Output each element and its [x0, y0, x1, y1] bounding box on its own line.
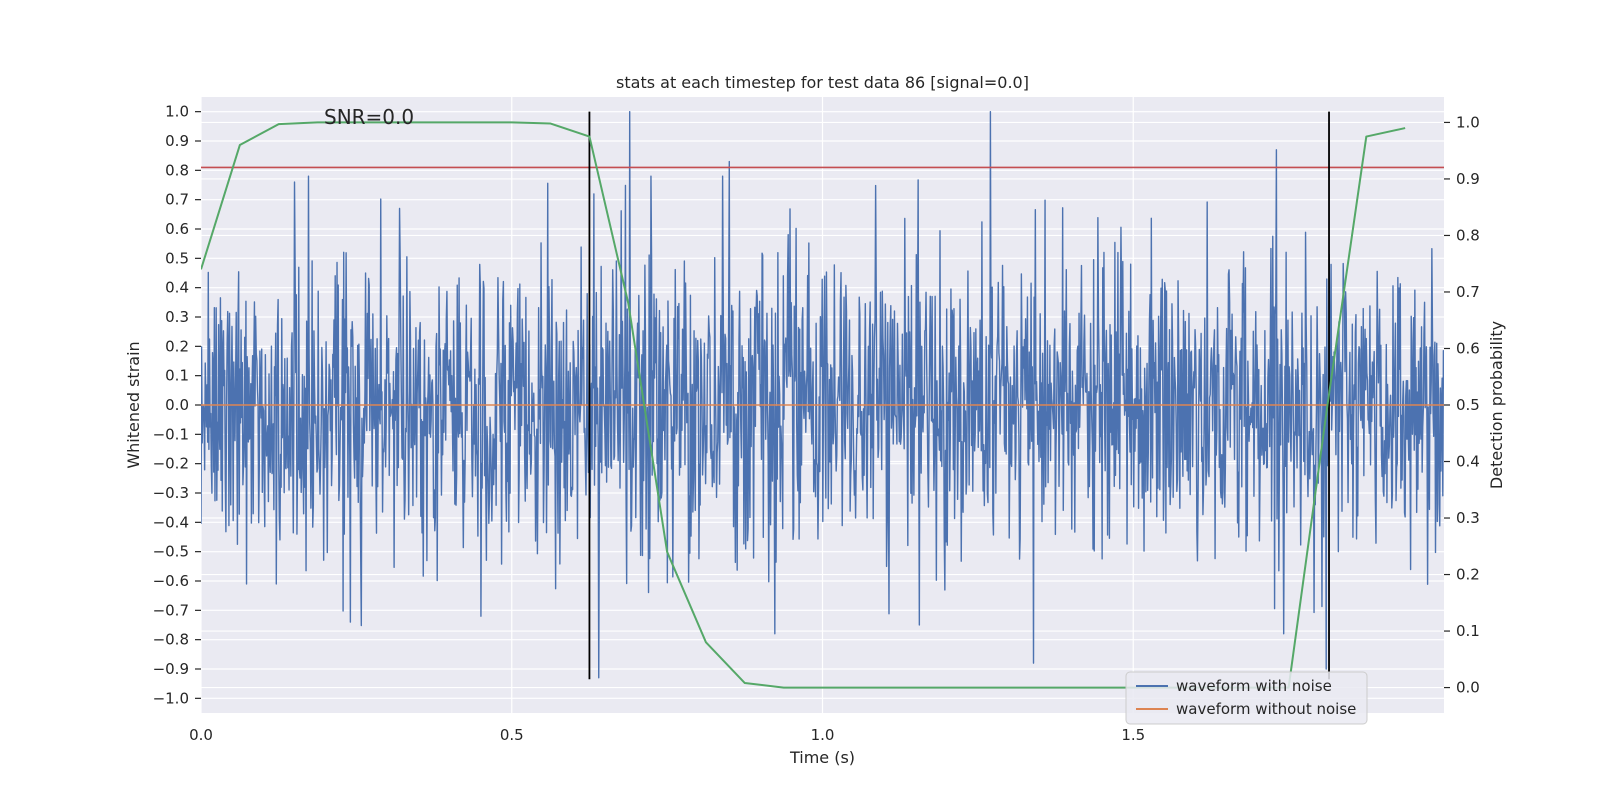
y-tick-label: 0.3 — [165, 308, 189, 326]
y-tick-label: −0.3 — [153, 484, 189, 502]
x-tick-label: 0.0 — [189, 726, 213, 744]
legend-label: waveform without noise — [1176, 700, 1356, 718]
y2-tick-label: 0.2 — [1456, 566, 1480, 584]
y-tick-label: 1.0 — [165, 103, 189, 121]
y-tick-label: 0.1 — [165, 367, 189, 385]
x-tick-label: 1.0 — [811, 726, 835, 744]
series-line-waveform-with-noise — [201, 110, 1444, 679]
y-tick-label: 0.6 — [165, 220, 189, 238]
y2-tick-label: 0.7 — [1456, 283, 1480, 301]
y-tick-label: −0.5 — [153, 543, 189, 561]
y-tick-label: 0.2 — [165, 337, 189, 355]
y-tick-label: −0.2 — [153, 455, 189, 473]
y2-tick-label: 0.9 — [1456, 170, 1480, 188]
chart-title: stats at each timestep for test data 86 … — [616, 73, 1029, 92]
y-tick-label: 0.9 — [165, 132, 189, 150]
y-tick-label: −0.4 — [153, 513, 189, 531]
y2-tick-label: 0.3 — [1456, 509, 1480, 527]
axes: 0.0 0.5 1.0 1.5 1.0 0.9 0.8 0.7 0.6 0.5 0.4 0.3 0.2 0… — [153, 103, 1480, 744]
y-tick-label: −0.8 — [153, 631, 189, 649]
x-axis-label: Time (s) — [789, 748, 855, 767]
y2-tick-label: 0.4 — [1456, 453, 1480, 471]
y2-tick-label: 0.8 — [1456, 226, 1480, 244]
y2-tick-label: 0.0 — [1456, 679, 1480, 697]
y-tick-label: 0.8 — [165, 161, 189, 179]
x-tick-label: 1.5 — [1121, 726, 1145, 744]
y-axis-label: Whitened strain — [124, 341, 143, 468]
y-tick-label: 0.0 — [165, 396, 189, 414]
y-tick-label: −0.6 — [153, 572, 189, 590]
x-tick-label: 0.5 — [500, 726, 524, 744]
y-tick-label: −0.7 — [153, 601, 189, 619]
legend-box — [1125, 671, 1368, 725]
y-tick-label: 0.5 — [165, 249, 189, 267]
legend-label: waveform with noise — [1176, 677, 1332, 695]
y-tick-label: 0.7 — [165, 191, 189, 209]
y-tick-label: −1.0 — [153, 689, 189, 707]
y2-tick-label: 0.5 — [1456, 396, 1480, 414]
snr-annotation: SNR=0.0 — [324, 105, 414, 129]
legend: waveform with noise waveform without nois… — [1125, 671, 1368, 725]
y-tick-label: −0.9 — [153, 660, 189, 678]
y2-tick-label: 0.1 — [1456, 622, 1480, 640]
y2-axis-label: Detection probability — [1487, 321, 1506, 489]
y2-tick-label: 0.6 — [1456, 339, 1480, 357]
y2-tick-label: 1.0 — [1456, 113, 1480, 131]
y-tick-label: 0.4 — [165, 279, 189, 297]
y-tick-label: −0.1 — [153, 425, 189, 443]
